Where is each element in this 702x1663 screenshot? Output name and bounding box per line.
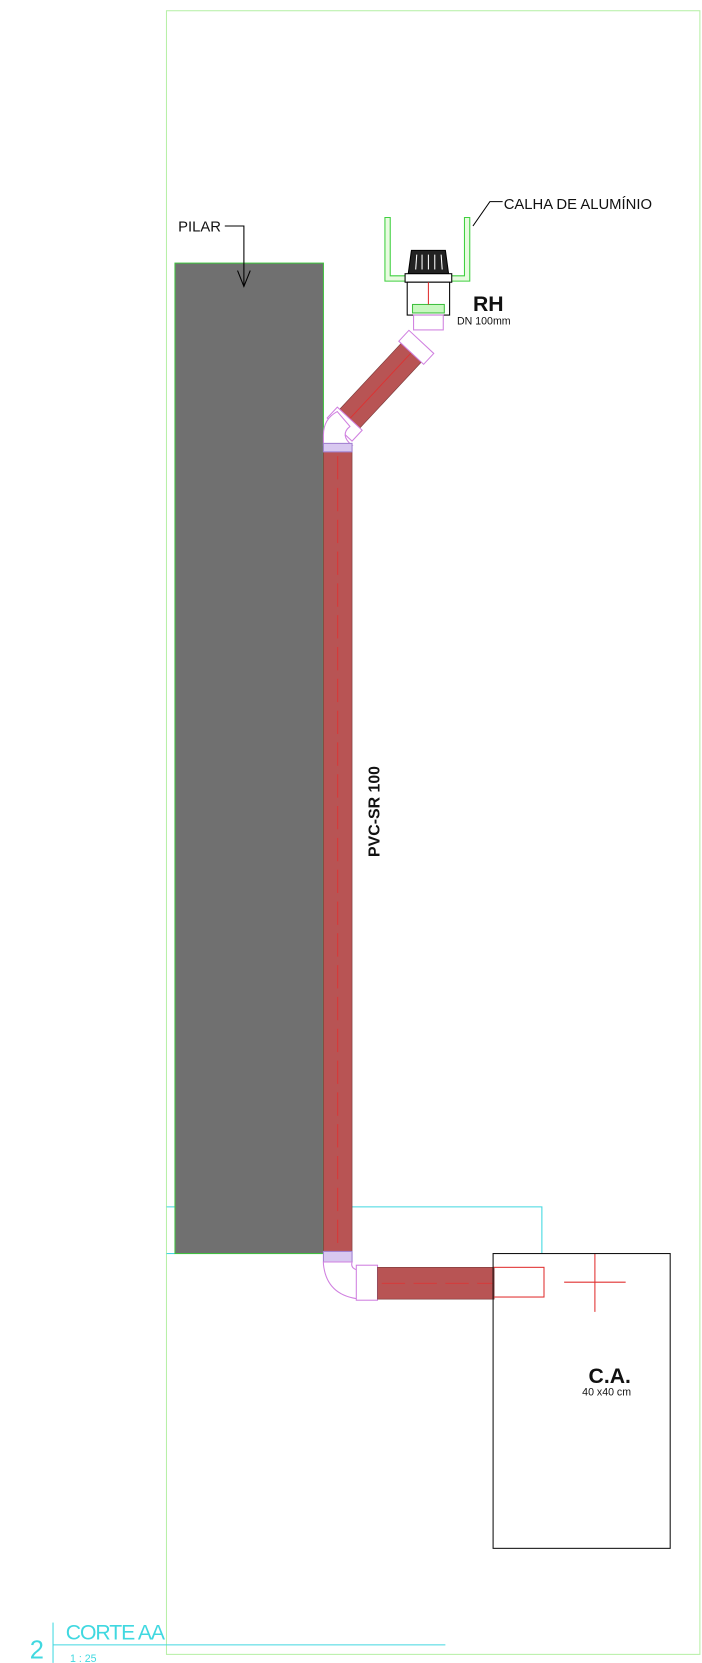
pillar xyxy=(174,262,324,1255)
label: DN 100mm xyxy=(457,316,511,328)
drain-flange xyxy=(404,273,453,283)
label: C.A. xyxy=(589,1365,631,1388)
pipe-fitting xyxy=(355,1264,379,1301)
elbow xyxy=(322,1261,362,1300)
pipe-fitting xyxy=(413,314,444,331)
view-number: 2 xyxy=(30,1637,44,1663)
pipe-fitting xyxy=(322,442,353,453)
pipe-fitting xyxy=(398,329,435,366)
label: PVC-SR 100 xyxy=(367,766,384,857)
pipe-end xyxy=(492,1266,545,1298)
sheet-frame xyxy=(165,10,701,1655)
view-title: CORTE AA xyxy=(66,1622,166,1645)
pipe-fitting xyxy=(322,1250,353,1263)
label: RH xyxy=(473,293,504,316)
leader xyxy=(472,201,503,227)
grate-slots xyxy=(415,254,443,270)
inspection-box xyxy=(492,1253,671,1549)
view-scale: 1 : 25 xyxy=(70,1653,97,1663)
leader xyxy=(224,225,245,287)
pipe-axis xyxy=(342,344,419,427)
label: 40 x40 cm xyxy=(582,1387,631,1399)
drain-seal xyxy=(411,303,445,314)
label: PILAR xyxy=(178,219,221,235)
label: CALHA DE ALUMÍNIO xyxy=(504,196,652,213)
arrowhead xyxy=(237,270,251,288)
